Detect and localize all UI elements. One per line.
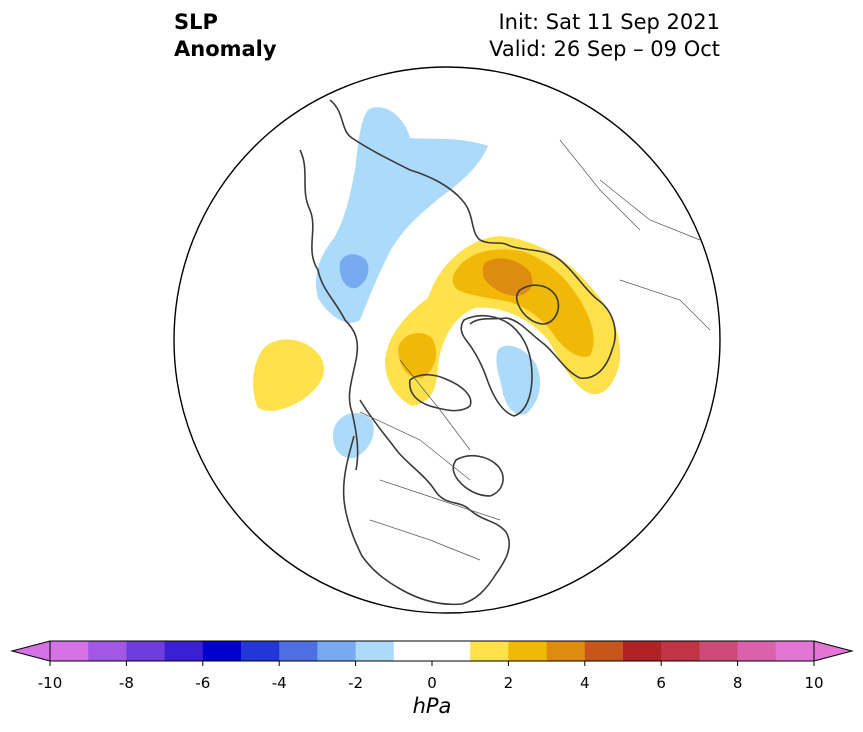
negative-anomaly-pacific bbox=[332, 413, 374, 459]
title-line-1: SLP bbox=[174, 10, 218, 34]
colorbar-swatch bbox=[584, 641, 624, 661]
colorbar-right-extension bbox=[814, 641, 852, 661]
positive-anomaly-pacific bbox=[253, 339, 324, 411]
polar-map bbox=[173, 66, 721, 614]
scandinavia-coastline bbox=[515, 284, 560, 325]
colorbar-swatch bbox=[661, 641, 700, 661]
globe-outline bbox=[173, 66, 721, 614]
border-line bbox=[369, 519, 481, 561]
colorbar-swatch bbox=[202, 641, 242, 661]
colorbar-unit-label: hPa bbox=[412, 694, 452, 718]
colorbar-swatches bbox=[50, 641, 815, 661]
hudson-bay-coastline bbox=[452, 454, 504, 497]
colorbar bbox=[10, 640, 854, 666]
colorbar-tick-marks bbox=[49, 661, 815, 666]
border-line bbox=[619, 279, 711, 331]
colorbar-swatch bbox=[432, 641, 471, 661]
colorbar-swatch bbox=[164, 641, 204, 661]
colorbar-tick-label: 8 bbox=[732, 674, 743, 692]
colorbar-swatch bbox=[88, 641, 127, 661]
colorbar-swatch bbox=[623, 641, 662, 661]
title-line-2: Anomaly bbox=[174, 37, 277, 61]
colorbar-swatch bbox=[699, 641, 739, 661]
init-date: Init: Sat 11 Sep 2021 bbox=[498, 10, 720, 34]
negative-anomaly-core bbox=[339, 254, 369, 289]
colorbar-tick-label: -4 bbox=[271, 674, 287, 692]
border-line bbox=[359, 411, 471, 481]
colorbar-swatch bbox=[737, 641, 777, 661]
colorbar-tick-label: -6 bbox=[195, 674, 211, 692]
colorbar-right-outline bbox=[813, 640, 854, 662]
coastlines bbox=[299, 99, 616, 606]
colorbar-tick-label: -10 bbox=[37, 674, 63, 692]
valid-range: Valid: 26 Sep – 09 Oct bbox=[489, 37, 720, 61]
border-line bbox=[379, 479, 501, 521]
colorbar-tick-label: 0 bbox=[427, 674, 437, 692]
colorbar-tick-label: 2 bbox=[503, 674, 514, 692]
siberian-coastline bbox=[329, 99, 511, 247]
colorbar-swatch bbox=[355, 641, 395, 661]
colorbar-swatch bbox=[317, 641, 357, 661]
globe-background bbox=[174, 67, 720, 613]
europe-coastline bbox=[469, 245, 616, 379]
colorbar-swatch bbox=[241, 641, 280, 661]
map-title: SLP Anomaly bbox=[174, 9, 277, 63]
positive-anomaly-core-arctic bbox=[398, 333, 437, 379]
colorbar-tick-label: -8 bbox=[118, 674, 134, 692]
colorbar-tick-label: 6 bbox=[656, 674, 666, 692]
asia-coastline bbox=[299, 149, 359, 471]
colorbar-swatch bbox=[50, 641, 89, 661]
colorbar-tick-label: 10 bbox=[804, 674, 824, 692]
border-line bbox=[599, 179, 701, 241]
colorbar-left-extension bbox=[12, 641, 50, 661]
colorbar-tick-label: 4 bbox=[580, 674, 590, 692]
forecast-info: Init: Sat 11 Sep 2021 Valid: 26 Sep – 09… bbox=[489, 9, 720, 63]
border-line bbox=[399, 359, 471, 451]
canadian-archipelago bbox=[408, 373, 472, 412]
colorbar-left-outline bbox=[10, 640, 51, 662]
colorbar-swatch bbox=[546, 641, 586, 661]
north-america-coastline bbox=[342, 399, 511, 606]
colorbar-swatch bbox=[126, 641, 166, 661]
colorbar-swatch bbox=[508, 641, 548, 661]
colorbar-swatch bbox=[470, 641, 509, 661]
political-borders bbox=[359, 139, 711, 561]
colorbar-swatch bbox=[393, 641, 433, 661]
colorbar-swatch bbox=[279, 641, 318, 661]
border-line bbox=[559, 139, 641, 231]
positive-anomaly-peak bbox=[482, 258, 533, 296]
colorbar-swatch bbox=[775, 641, 815, 661]
greenland-coastline bbox=[460, 314, 533, 417]
colorbar-tick-label: -2 bbox=[348, 674, 364, 692]
